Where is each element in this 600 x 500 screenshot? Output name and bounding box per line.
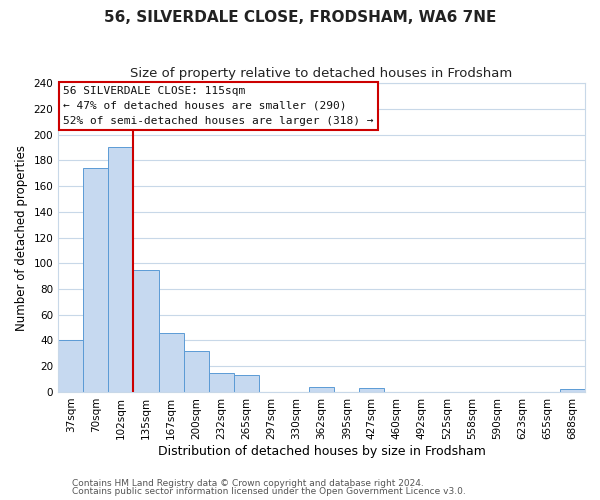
X-axis label: Distribution of detached houses by size in Frodsham: Distribution of detached houses by size … [158,444,485,458]
Bar [560,390,585,392]
Bar [359,388,385,392]
Title: Size of property relative to detached houses in Frodsham: Size of property relative to detached ho… [130,68,513,80]
Bar [109,148,133,392]
Y-axis label: Number of detached properties: Number of detached properties [15,144,28,330]
Bar [133,270,158,392]
Bar [309,387,334,392]
Bar [158,333,184,392]
Text: 56, SILVERDALE CLOSE, FRODSHAM, WA6 7NE: 56, SILVERDALE CLOSE, FRODSHAM, WA6 7NE [104,10,496,25]
Bar [184,351,209,392]
Text: Contains HM Land Registry data © Crown copyright and database right 2024.: Contains HM Land Registry data © Crown c… [72,478,424,488]
Bar [83,168,109,392]
Text: 56 SILVERDALE CLOSE: 115sqm
← 47% of detached houses are smaller (290)
52% of se: 56 SILVERDALE CLOSE: 115sqm ← 47% of det… [64,86,374,126]
Bar [209,372,234,392]
Bar [234,375,259,392]
Bar [58,340,83,392]
Text: Contains public sector information licensed under the Open Government Licence v3: Contains public sector information licen… [72,487,466,496]
